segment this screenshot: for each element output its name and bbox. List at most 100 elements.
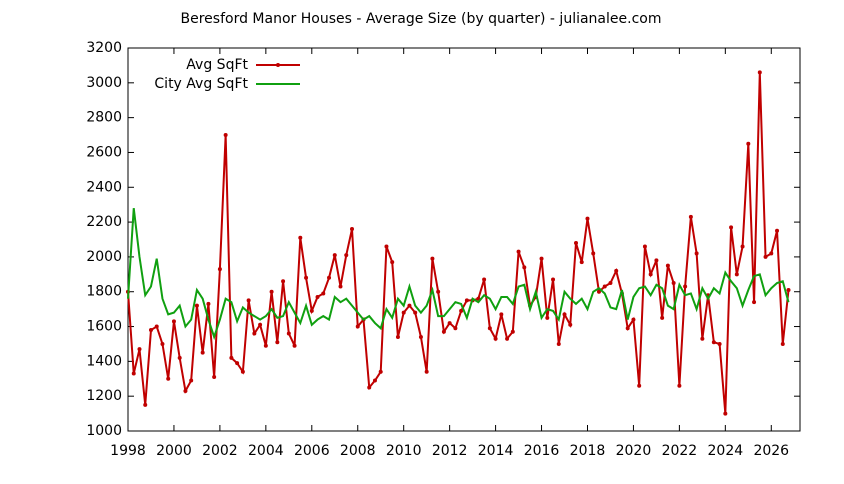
data-point — [648, 272, 653, 277]
series-line — [127, 72, 790, 414]
x-tick-label: 2006 — [294, 443, 330, 459]
data-point — [562, 312, 567, 317]
data-point — [183, 388, 188, 393]
data-point — [154, 324, 159, 329]
data-point — [235, 361, 240, 366]
data-point — [579, 260, 584, 265]
x-tick-label: 2022 — [662, 443, 698, 459]
data-point — [321, 291, 326, 296]
chart-title: Beresford Manor Houses - Average Size (b… — [181, 11, 662, 27]
data-point — [545, 315, 550, 320]
series-line — [127, 208, 790, 341]
data-point — [367, 385, 372, 390]
data-point — [482, 277, 487, 282]
data-point — [148, 328, 153, 333]
data-point — [441, 329, 446, 334]
data-point — [700, 336, 705, 341]
plot-border — [127, 47, 801, 432]
data-point — [263, 343, 268, 348]
data-point — [395, 334, 400, 339]
data-point — [654, 258, 659, 263]
y-tick-label: 1200 — [86, 388, 122, 404]
x-tick-label: 2018 — [570, 443, 606, 459]
data-point — [338, 284, 343, 289]
data-point — [292, 343, 297, 348]
y-tick-label: 1600 — [86, 319, 122, 335]
data-point — [137, 347, 142, 352]
data-point — [729, 225, 734, 230]
legend-label: City Avg SqFt — [154, 76, 248, 92]
y-tick-label: 1400 — [86, 353, 122, 369]
data-point — [430, 256, 435, 261]
y-tick-label: 2000 — [86, 249, 122, 265]
data-point — [217, 267, 222, 272]
data-point — [642, 244, 647, 249]
data-point — [596, 289, 601, 294]
data-point — [671, 281, 676, 286]
x-tick-label: 2010 — [386, 443, 422, 459]
y-tick-label: 2400 — [86, 179, 122, 195]
data-point — [665, 263, 670, 268]
data-point — [223, 133, 228, 138]
data-point — [240, 369, 245, 374]
data-point — [171, 319, 176, 324]
data-point — [355, 324, 360, 329]
data-point — [585, 216, 590, 221]
x-tick-label: 2020 — [616, 443, 652, 459]
data-point — [551, 277, 556, 282]
x-tick-label: 2026 — [753, 443, 789, 459]
legend-marker — [276, 63, 280, 67]
y-tick-label: 3000 — [86, 75, 122, 91]
x-tick-label: 2002 — [202, 443, 238, 459]
y-tick-label: 3200 — [86, 40, 122, 56]
data-point — [200, 350, 205, 355]
data-point — [390, 260, 395, 265]
data-point — [516, 249, 521, 254]
data-point — [350, 227, 354, 232]
data-point — [464, 298, 469, 303]
y-tick-label: 2200 — [86, 214, 122, 230]
data-point — [608, 281, 613, 286]
data-point — [660, 315, 665, 320]
data-point — [384, 244, 389, 249]
data-point — [510, 329, 515, 334]
data-point — [763, 254, 768, 259]
data-point — [711, 340, 716, 345]
data-point — [522, 265, 527, 270]
data-point — [229, 355, 234, 360]
data-point — [327, 275, 332, 280]
data-point — [344, 253, 349, 258]
data-point — [372, 378, 377, 383]
data-point — [304, 275, 309, 280]
x-tick-label: 1998 — [110, 443, 146, 459]
data-point — [177, 355, 182, 360]
data-point — [688, 214, 693, 219]
x-tick-label: 2024 — [708, 443, 744, 459]
data-point — [309, 308, 314, 313]
data-point — [407, 303, 412, 308]
x-tick-label: 2016 — [524, 443, 560, 459]
data-point — [143, 402, 148, 407]
data-point — [194, 303, 199, 308]
data-point — [246, 298, 251, 303]
data-point — [740, 244, 745, 249]
y-tick-label: 1000 — [86, 423, 122, 439]
data-point — [212, 375, 217, 380]
data-point — [786, 287, 791, 292]
data-point — [717, 341, 722, 346]
data-point — [189, 378, 194, 383]
data-point — [505, 336, 510, 341]
data-point — [459, 308, 464, 313]
data-point — [424, 369, 429, 374]
data-point — [775, 228, 780, 233]
data-point — [574, 240, 578, 245]
data-point — [694, 251, 699, 256]
x-tick-label: 2012 — [432, 443, 468, 459]
data-point — [166, 376, 171, 381]
data-point — [487, 326, 492, 331]
data-point — [131, 371, 136, 376]
data-point — [436, 289, 441, 294]
data-point — [315, 294, 320, 299]
data-point — [453, 326, 458, 331]
